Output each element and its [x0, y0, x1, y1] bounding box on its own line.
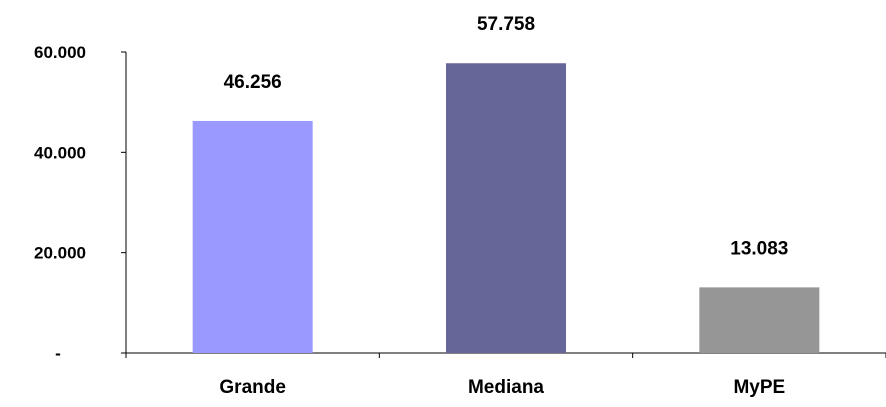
bar-grande [192, 120, 313, 353]
labels: - 20.000 40.000 60.000 46.256 Grande 57.758 Med… [34, 14, 788, 398]
data-label-mediana: 57.758 [477, 14, 535, 35]
bar-mype [699, 287, 820, 353]
y-tick-label: 40.000 [34, 143, 86, 162]
y-tick-label: - [55, 344, 61, 363]
data-label-grande: 46.256 [224, 72, 282, 93]
x-category-label-mype: MyPE [733, 377, 785, 398]
x-category-label-mediana: Mediana [468, 377, 544, 398]
bars [192, 63, 820, 353]
y-tick-label: 20.000 [34, 244, 86, 263]
y-tick-label: 60.000 [34, 43, 86, 62]
data-label-mype: 13.083 [730, 238, 788, 259]
x-category-label-grande: Grande [219, 377, 286, 398]
bar-mediana [446, 63, 566, 353]
